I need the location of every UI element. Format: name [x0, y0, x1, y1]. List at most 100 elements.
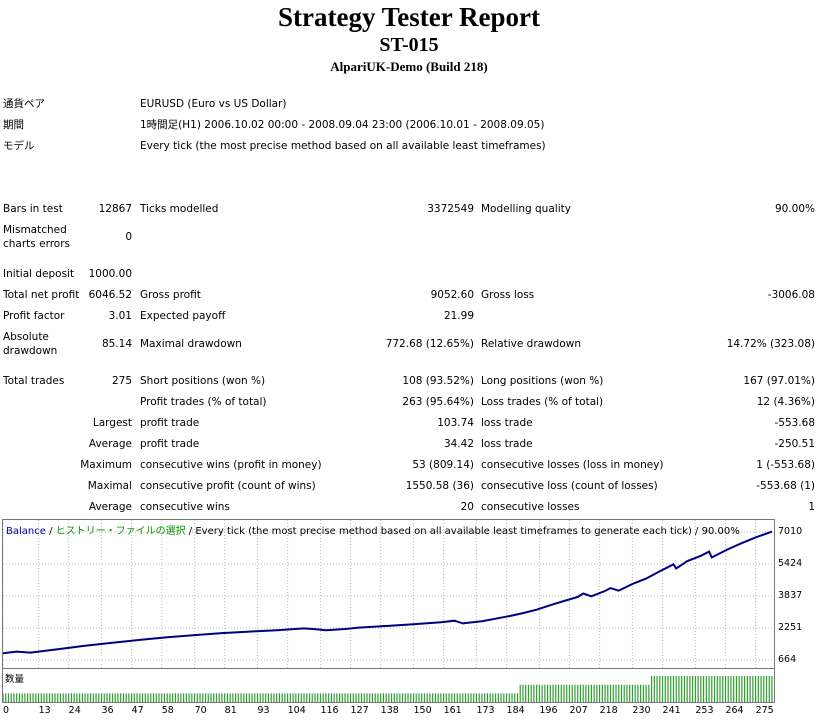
largest-profit-label: profit trade: [140, 417, 200, 429]
y-tick-label: 664: [778, 654, 797, 665]
bars-label: Bars in test: [3, 203, 63, 215]
max-consecutive-losses-value: 1 (-553.68): [756, 459, 815, 471]
average-consecutive-label: Average: [88, 501, 132, 513]
legend-history-file: ヒストリー・ファイルの選択: [55, 526, 186, 537]
bars-value: 12867: [98, 203, 132, 215]
net-profit-label: Total net profit: [3, 289, 80, 301]
y-tick-label: 3837: [778, 590, 803, 601]
x-tick-label: 81: [224, 705, 237, 716]
average-profit-label: profit trade: [140, 438, 200, 450]
gross-profit-value: 9052.60: [430, 289, 474, 301]
profit-factor-value: 3.01: [108, 310, 132, 322]
net-profit-value: 6046.52: [88, 289, 132, 301]
x-tick-label: 70: [194, 705, 207, 716]
report-title: Strategy Tester Report: [278, 2, 540, 32]
x-tick-label: 161: [443, 705, 462, 716]
max-consecutive-wins-label: consecutive wins (profit in money): [140, 459, 322, 471]
model-label: モデル: [3, 140, 35, 152]
max-consecutive-wins-value: 53 (809.14): [412, 459, 474, 471]
chart-legend: Balance / ヒストリー・ファイルの選択 / Every tick (th…: [6, 522, 740, 537]
largest-loss-label: loss trade: [481, 417, 533, 429]
quality-label: Modelling quality: [481, 203, 571, 215]
x-tick-label: 196: [539, 705, 558, 716]
y-tick-label: 5424: [778, 557, 803, 569]
symbol-value: EURUSD (Euro vs US Dollar): [140, 98, 287, 110]
mismatch-label-2: charts errors: [3, 238, 70, 250]
period-label: 期間: [3, 119, 24, 131]
gross-loss-value: -3006.08: [767, 289, 815, 301]
expected-payoff-label: Expected payoff: [140, 310, 226, 322]
legend-separator: /: [45, 526, 56, 537]
largest-profit-value: 103.74: [437, 417, 474, 429]
x-tick-label: 275: [755, 705, 774, 716]
y-tick-label: 7010: [778, 526, 803, 537]
gross-loss-label: Gross loss: [481, 289, 535, 301]
max-consecutive-losses-label: consecutive losses (loss in money): [481, 459, 664, 471]
x-tick-label: 58: [161, 705, 174, 716]
x-tick-label: 207: [569, 705, 588, 716]
largest-loss-value: -553.68: [774, 417, 815, 429]
expected-payoff-value: 21.99: [443, 310, 474, 322]
absolute-drawdown-label-1: Absolute: [3, 331, 49, 343]
mismatch-value: 0: [125, 231, 132, 243]
loss-trades-label: Loss trades (% of total): [481, 396, 604, 408]
x-tick-label: 241: [662, 705, 681, 716]
x-tick-label: 184: [506, 705, 525, 716]
x-tick-label: 0: [3, 705, 10, 716]
balance-line: [3, 530, 773, 655]
volume-label: 数量: [5, 674, 25, 685]
avg-consecutive-losses-value: 1: [808, 501, 815, 513]
absolute-drawdown-label-2: drawdown: [3, 345, 58, 357]
average-profit-value: 34.42: [443, 438, 474, 450]
average-loss-label: loss trade: [481, 438, 533, 450]
long-positions-value: 167 (97.01%): [743, 375, 815, 387]
x-tick-label: 47: [131, 705, 144, 716]
x-tick-label: 138: [380, 705, 399, 716]
legend-balance: Balance: [6, 526, 46, 537]
absolute-drawdown-value: 85.14: [101, 338, 132, 350]
balance-chart: Balance / ヒストリー・ファイルの選択 / Every tick (th…: [2, 519, 775, 669]
legend-description: Every tick (the most precise method base…: [195, 526, 740, 537]
x-tick-label: 218: [599, 705, 618, 716]
report-subtitle: ST-015: [379, 34, 439, 56]
maximal-consecutive-profit-label: consecutive profit (count of wins): [140, 480, 316, 492]
x-tick-label: 36: [101, 705, 114, 716]
maximal-consecutive-profit-value: 1550.58 (36): [405, 480, 474, 492]
volume-bars-svg: [3, 676, 773, 702]
balance-chart-svg: [3, 520, 774, 668]
relative-drawdown-value: 14.72% (323.08): [726, 338, 815, 350]
period-value: 1時間足(H1) 2006.10.02 00:00 - 2008.09.04 2…: [140, 119, 545, 131]
profit-trades-value: 263 (95.64%): [402, 396, 474, 408]
long-positions-label: Long positions (won %): [481, 375, 604, 387]
x-tick-label: 13: [38, 705, 51, 716]
average-label: Average: [88, 438, 132, 450]
relative-drawdown-label: Relative drawdown: [481, 338, 582, 350]
ticks-label: Ticks modelled: [140, 203, 219, 215]
x-tick-label: 264: [725, 705, 744, 716]
x-tick-label: 253: [695, 705, 714, 716]
maximal-drawdown-label: Maximal drawdown: [140, 338, 242, 350]
largest-label: Largest: [92, 417, 132, 429]
avg-consecutive-wins-value: 20: [460, 501, 474, 513]
deposit-value: 1000.00: [88, 268, 132, 280]
total-trades-value: 275: [111, 375, 132, 387]
maximal-label: Maximal: [87, 480, 132, 492]
x-tick-label: 150: [413, 705, 432, 716]
server-name: AlpariUK-Demo (Build 218): [330, 59, 488, 74]
profit-factor-label: Profit factor: [3, 310, 65, 322]
x-tick-label: 93: [257, 705, 270, 716]
x-tick-label: 116: [320, 705, 339, 716]
maximal-consecutive-loss-label: consecutive loss (count of losses): [481, 480, 658, 492]
x-tick-label: 24: [68, 705, 81, 716]
gross-profit-label: Gross profit: [140, 289, 201, 301]
mismatch-label-1: Mismatched: [3, 224, 67, 236]
short-positions-value: 108 (93.52%): [402, 375, 474, 387]
deposit-label: Initial deposit: [3, 268, 75, 280]
avg-consecutive-losses-label: consecutive losses: [481, 501, 580, 513]
total-trades-label: Total trades: [3, 375, 65, 387]
x-tick-label: 104: [287, 705, 306, 716]
average-loss-value: -250.51: [774, 438, 815, 450]
maximal-consecutive-loss-value: -553.68 (1): [756, 480, 815, 492]
legend-separator: /: [185, 526, 196, 537]
maximum-label: Maximum: [80, 459, 132, 471]
